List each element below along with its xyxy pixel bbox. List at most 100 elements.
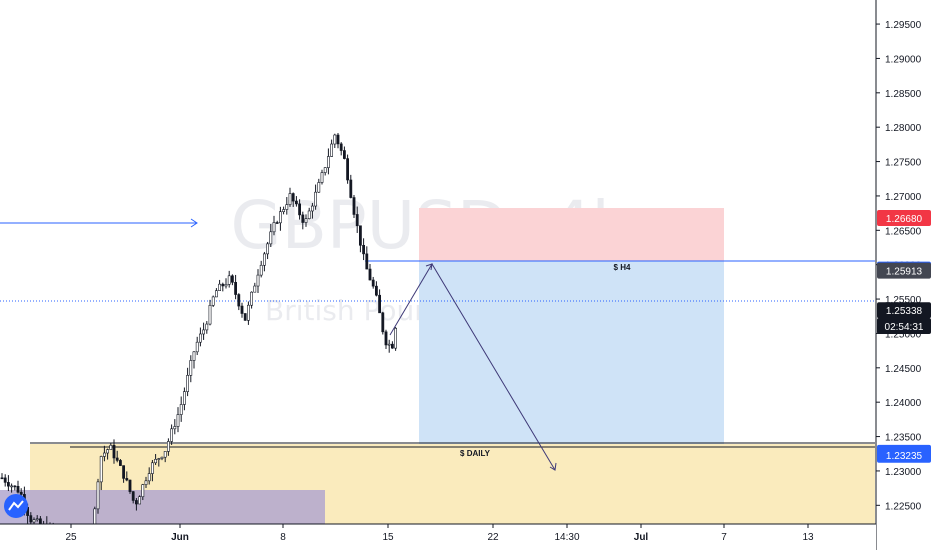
candle-body xyxy=(269,231,273,245)
candle-body xyxy=(314,191,318,207)
candle-body xyxy=(330,143,334,157)
price-tick-label: 1.24500 xyxy=(885,364,922,375)
candle-body xyxy=(224,284,228,287)
candle-body xyxy=(179,404,183,415)
candle-body xyxy=(119,460,122,466)
candle-body xyxy=(250,291,254,306)
candle-body xyxy=(147,473,151,482)
tradingview-logo-mark xyxy=(8,500,24,511)
candle-body xyxy=(112,444,116,459)
price-tick-label: 1.28000 xyxy=(885,123,922,134)
candles xyxy=(0,133,398,550)
daily-level-label: $ DAILY xyxy=(460,449,491,458)
candle-body xyxy=(304,218,308,223)
candle-body xyxy=(310,205,314,212)
candle-body xyxy=(138,496,142,505)
candle-body xyxy=(291,193,295,202)
candle-body xyxy=(192,351,196,361)
candle-body xyxy=(3,477,7,483)
time-tick-label: 22 xyxy=(487,532,499,543)
price-tag-label: 1.25913 xyxy=(886,267,923,278)
candle-body xyxy=(362,244,366,255)
time-axis[interactable] xyxy=(0,524,876,550)
candle-body xyxy=(186,375,190,392)
candle-body xyxy=(183,391,186,405)
candle-body xyxy=(374,285,378,296)
candle-body xyxy=(301,214,305,223)
candle-body xyxy=(285,204,289,210)
candle-body xyxy=(262,253,266,266)
candle-body xyxy=(349,179,353,198)
candle-body xyxy=(218,283,222,291)
candle-body xyxy=(275,222,279,224)
candle-body xyxy=(282,209,286,212)
candle-body xyxy=(352,197,356,215)
candle-body xyxy=(173,426,177,430)
candle-body xyxy=(227,275,231,285)
candle-body xyxy=(144,480,148,485)
candle-body xyxy=(336,134,340,145)
price-tick-label: 1.26500 xyxy=(885,226,922,237)
candle-body xyxy=(234,282,238,295)
price-tag-box[interactable] xyxy=(877,318,931,335)
candle-body xyxy=(346,158,350,181)
price-tick-label: 1.29000 xyxy=(885,54,922,65)
candle-body xyxy=(128,479,132,492)
position-target-zone[interactable] xyxy=(419,261,724,444)
candle-body xyxy=(0,477,4,480)
candle-body xyxy=(208,305,212,325)
candle-body xyxy=(231,275,234,283)
candle-body xyxy=(259,264,263,276)
candle-body xyxy=(38,518,42,525)
candle-body xyxy=(288,193,292,205)
price-tag-label: 1.26680 xyxy=(886,214,923,225)
time-tick-label: 15 xyxy=(382,532,394,543)
price-tag-label: 02:54:31 xyxy=(885,322,924,333)
candle-body xyxy=(7,482,10,487)
candle-body xyxy=(109,444,113,450)
price-tag-box[interactable] xyxy=(877,302,931,319)
candle-body xyxy=(266,243,270,255)
candle-body xyxy=(199,333,202,343)
candle-body xyxy=(298,203,302,216)
price-tag-box[interactable] xyxy=(877,209,931,226)
candle-body xyxy=(131,491,135,501)
candle-body xyxy=(157,458,161,460)
candle-body xyxy=(163,451,167,458)
candle-body xyxy=(195,341,199,353)
price-tick-label: 1.28500 xyxy=(885,89,922,100)
price-tick-label: 1.27000 xyxy=(885,192,922,203)
candle-body xyxy=(256,274,260,287)
price-tick-label: 1.25500 xyxy=(885,295,922,306)
price-tag-box[interactable] xyxy=(877,446,931,463)
price-tick-label: 1.25000 xyxy=(885,329,922,340)
candle-body xyxy=(170,428,174,442)
candle-body xyxy=(122,465,126,479)
time-axis-ticks: 25 Jun 8 15 22 14:30 Jul 7 13 xyxy=(65,524,814,543)
candle-body xyxy=(32,519,36,523)
price-tag-box[interactable] xyxy=(877,262,931,279)
time-tick-label: Jul xyxy=(634,532,649,543)
time-tick-label: 13 xyxy=(802,532,814,543)
price-tick-label: 1.24000 xyxy=(885,398,922,409)
price-tag-label: 1.23235 xyxy=(886,451,923,462)
candle-body xyxy=(29,515,33,523)
candle-body xyxy=(160,456,164,459)
candle-body xyxy=(35,518,39,521)
candle-body xyxy=(13,485,17,488)
position-stop-zone[interactable] xyxy=(419,208,724,261)
candle-body xyxy=(167,441,170,452)
price-tick-label: 1.22500 xyxy=(885,501,922,512)
candle-body xyxy=(355,214,359,227)
candle-body xyxy=(342,150,346,159)
purple-zone[interactable] xyxy=(0,490,325,524)
candle-body xyxy=(176,414,180,427)
candle-body xyxy=(96,481,100,510)
candle-body xyxy=(16,485,20,493)
candle-body xyxy=(307,210,311,219)
price-tick-label: 1.27500 xyxy=(885,158,922,169)
candle-body xyxy=(205,323,209,331)
candle-body xyxy=(135,500,138,505)
